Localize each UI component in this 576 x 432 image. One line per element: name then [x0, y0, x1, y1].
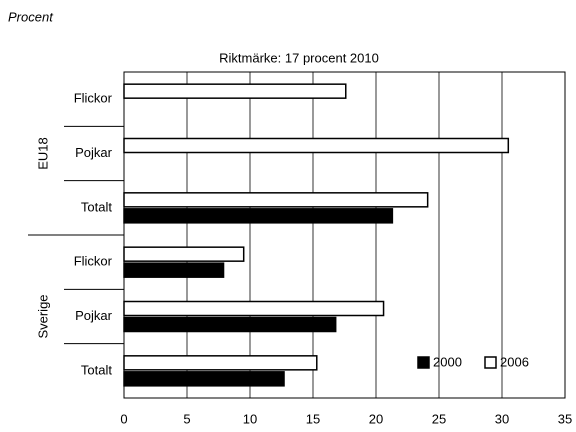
x-tick-label: 15	[306, 411, 320, 426]
bar	[123, 137, 510, 154]
category-label: Flickor	[74, 254, 113, 269]
bar	[123, 316, 337, 333]
x-tick-label: 35	[558, 411, 572, 426]
x-tick-label: 20	[369, 411, 383, 426]
x-tick-label: 10	[243, 411, 257, 426]
y-label: Procent	[8, 9, 54, 24]
bar	[123, 300, 385, 317]
x-tick-label: 25	[432, 411, 446, 426]
category-label: Pojkar	[75, 308, 113, 323]
category-label: Flickor	[74, 91, 113, 106]
bar	[123, 355, 318, 371]
bar	[123, 83, 347, 99]
category-label: Totalt	[81, 362, 112, 377]
group-label: Sverige	[35, 294, 50, 338]
legend-label: 2000	[433, 354, 462, 369]
bar	[123, 262, 225, 278]
chart-title: Riktmärke: 17 procent 2010	[219, 50, 379, 65]
legend-label: 2006	[500, 354, 529, 369]
x-tick-label: 30	[495, 411, 509, 426]
legend-swatch	[417, 356, 430, 369]
bar	[123, 246, 245, 262]
plot-frame	[123, 71, 566, 399]
category-label: Pojkar	[75, 145, 113, 160]
bar	[123, 371, 285, 387]
legend-swatch	[484, 356, 497, 369]
x-tick-label: 5	[183, 411, 190, 426]
bar	[123, 208, 394, 224]
bar	[123, 192, 429, 208]
category-label: Totalt	[81, 199, 112, 214]
group-label: EU18	[35, 137, 50, 170]
x-tick-label: 0	[120, 411, 127, 426]
